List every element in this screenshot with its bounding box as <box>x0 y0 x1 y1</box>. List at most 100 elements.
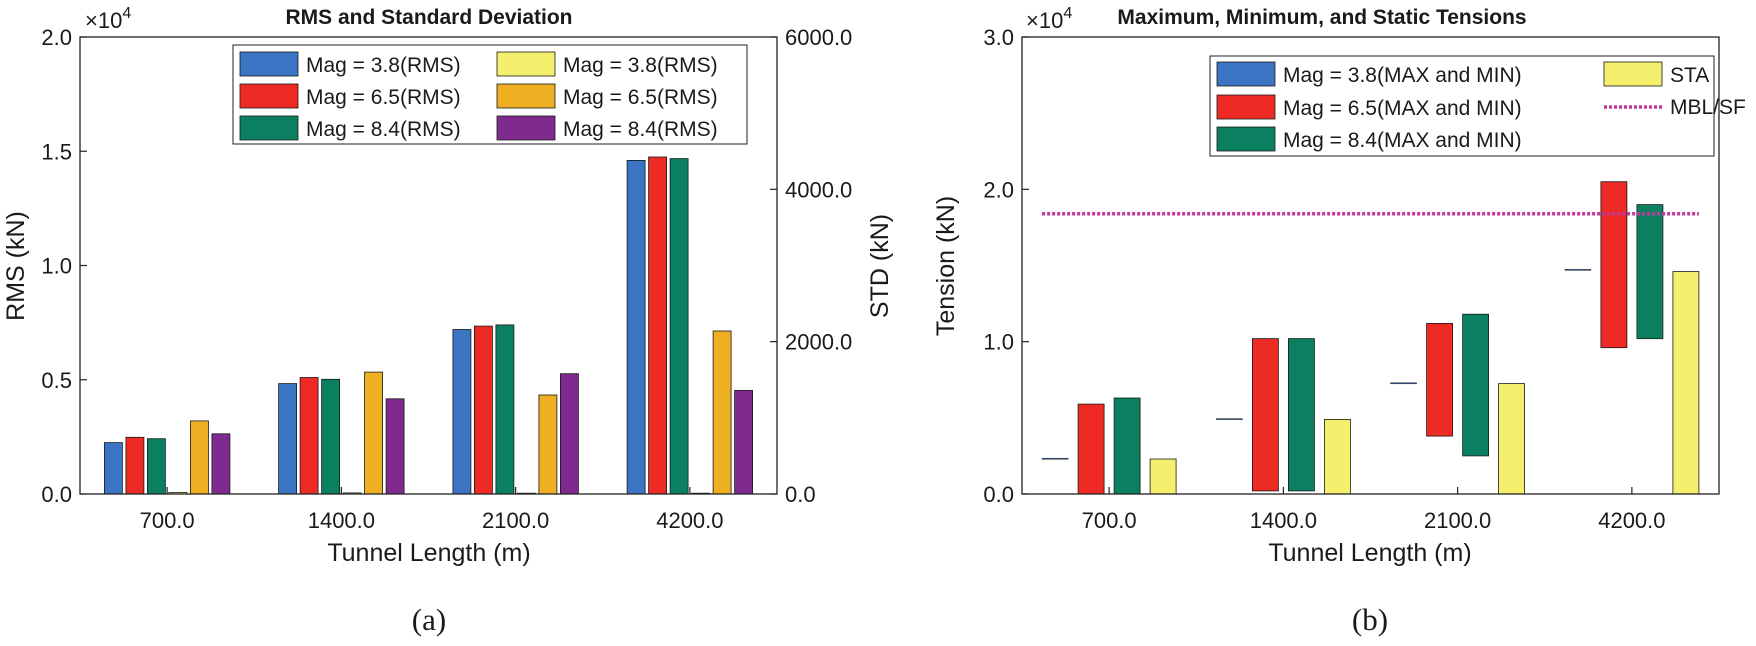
bar-b-s0-c2 <box>1390 382 1417 385</box>
chart-a: RMS and Standard Deviation ×104 0.0 0.5 1.… <box>2 5 894 637</box>
chart-b: Maximum, Minimum, and Static Tensions ×1… <box>932 5 1746 637</box>
bar-a-s4-c1 <box>364 371 384 495</box>
chart-a-xtick-label-3: 4200.0 <box>656 508 723 533</box>
chart-a-y2-ticks: 0.0 2000.0 4000.0 6000.0 <box>770 25 852 507</box>
bar-b-s2-c1 <box>1288 338 1315 492</box>
chart-a-y-exponent: ×104 <box>85 5 131 33</box>
chart-a-ytick-label-1: 0.5 <box>41 368 72 393</box>
chart-b-legend-label-mbl-sf: MBL/SF <box>1670 96 1746 119</box>
chart-b-legend: Mag = 3.8(MAX and MIN) Mag = 6.5(MAX and … <box>1209 55 1746 157</box>
chart-b-xtick-label-2: 2100.0 <box>1424 508 1491 533</box>
chart-b-legend-swatch-2 <box>1216 126 1276 152</box>
bar-b-s1-c3 <box>1600 181 1628 349</box>
chart-a-x-label: Tunnel Length (m) <box>327 539 530 567</box>
bar-b-s1-c2 <box>1426 322 1453 437</box>
chart-a-legend-label-4: Mag = 6.5(RMS) <box>563 86 718 109</box>
chart-a-legend: Mag = 3.8(RMS) Mag = 6.5(RMS) Mag = 8.4(RM… <box>232 44 748 145</box>
chart-a-y-ticks: 0.0 0.5 1.0 1.5 2.0 <box>41 25 87 507</box>
bar-b-s0-c3 <box>1564 269 1592 271</box>
chart-a-legend-box <box>232 44 748 145</box>
chart-a-legend-swatch-1 <box>239 83 299 109</box>
bar-b-s2-c0 <box>1113 397 1141 495</box>
bar-a-s1-c1 <box>299 377 319 495</box>
chart-a-y2tick-label-0: 0.0 <box>785 482 816 507</box>
chart-b-legend-swatch-3 <box>1603 61 1663 87</box>
chart-b-legend-label-3: STA <box>1670 64 1709 87</box>
chart-a-xtick-label-1: 1400.0 <box>308 508 375 533</box>
bar-b-s3-c1 <box>1324 418 1351 495</box>
chart-a-x-ticks: 700.0 1400.0 2100.0 4200.0 <box>140 487 724 533</box>
bar-a-s4-c0 <box>189 420 209 495</box>
bar-a-s1-c0 <box>125 436 145 495</box>
bar-a-s5-c0 <box>211 433 231 495</box>
chart-a-ytick-label-3: 1.5 <box>41 139 72 164</box>
chart-b-legend-label-0: Mag = 3.8(MAX and MIN) <box>1283 64 1522 87</box>
bar-b-s1-c1 <box>1252 338 1279 492</box>
chart-a-y2tick-label-1: 2000.0 <box>785 330 852 355</box>
chart-b-title: Maximum, Minimum, and Static Tensions <box>1117 6 1526 29</box>
bar-b-s2-c2 <box>1462 313 1489 457</box>
bar-a-s2-c0 <box>146 438 166 495</box>
chart-a-legend-swatch-0 <box>239 51 299 77</box>
chart-a-ytick-label-2: 1.0 <box>41 254 72 279</box>
chart-a-legend-swatch-3 <box>496 51 556 77</box>
bar-b-s3-c0 <box>1149 458 1177 495</box>
chart-b-ytick-label-0: 0.0 <box>983 482 1014 507</box>
chart-a-legend-label-2: Mag = 8.4(RMS) <box>306 118 461 141</box>
bar-a-s2-c2 <box>495 324 515 495</box>
chart-a-legend-label-1: Mag = 6.5(RMS) <box>306 86 461 109</box>
chart-a-caption: (a) <box>412 602 446 637</box>
bar-a-s1-c3 <box>648 156 667 495</box>
bar-a-s0-c2 <box>452 329 472 495</box>
chart-b-bars <box>1041 181 1700 495</box>
bar-b-s0-c1 <box>1216 418 1243 420</box>
chart-a-y2tick-label-2: 4000.0 <box>785 177 852 202</box>
bar-a-s0-c1 <box>278 383 298 495</box>
chart-a-xtick-label-2: 2100.0 <box>482 508 549 533</box>
chart-b-x-label: Tunnel Length (m) <box>1268 539 1471 567</box>
chart-a-ytick-label-0: 0.0 <box>41 482 72 507</box>
bar-a-s2-c3 <box>669 158 689 495</box>
chart-b-ytick-label-3: 3.0 <box>983 25 1014 50</box>
bar-a-s5-c1 <box>385 398 405 495</box>
bar-b-s3-c3 <box>1672 271 1700 495</box>
bar-a-s0-c0 <box>104 442 123 495</box>
chart-a-y2-label: STD (kN) <box>866 214 894 318</box>
bar-a-s4-c2 <box>538 394 558 495</box>
bar-b-s0-c0 <box>1041 457 1069 460</box>
chart-a-ytick-label-4: 2.0 <box>41 25 72 50</box>
chart-b-y-label: Tension (kN) <box>932 196 960 336</box>
chart-a-bars <box>104 156 753 495</box>
bar-b-s2-c3 <box>1636 204 1664 340</box>
chart-a-xtick-label-0: 700.0 <box>140 508 195 533</box>
chart-b-plot-frame <box>1021 36 1720 495</box>
bar-a-s1-c2 <box>473 325 493 495</box>
chart-b-legend-label-2: Mag = 8.4(MAX and MIN) <box>1283 129 1522 152</box>
bar-b-s1-c0 <box>1077 403 1105 495</box>
bar-a-s5-c3 <box>734 389 753 495</box>
chart-b-x-ticks: 700.0 1400.0 2100.0 4200.0 <box>1082 487 1666 533</box>
chart-b-xtick-label-1: 1400.0 <box>1250 508 1317 533</box>
chart-b-y-ticks: 0.0 1.0 2.0 3.0 <box>983 25 1029 507</box>
chart-b-legend-swatch-0 <box>1216 61 1276 87</box>
chart-b-legend-label-1: Mag = 6.5(MAX and MIN) <box>1283 97 1522 120</box>
chart-b-caption: (b) <box>1352 602 1388 637</box>
chart-b-ytick-label-1: 1.0 <box>983 330 1014 355</box>
bar-a-s0-c3 <box>626 159 646 495</box>
chart-a-legend-label-3: Mag = 3.8(RMS) <box>563 54 718 77</box>
chart-a-legend-swatch-4 <box>496 83 556 109</box>
chart-b-legend-swatch-1 <box>1216 94 1276 120</box>
bar-a-s4-c3 <box>712 330 732 495</box>
chart-a-y2tick-label-3: 6000.0 <box>785 25 852 50</box>
bar-b-s3-c2 <box>1498 383 1525 495</box>
chart-a-legend-swatch-2 <box>239 115 299 141</box>
chart-a-y-label: RMS (kN) <box>2 211 30 321</box>
chart-b-xtick-label-0: 700.0 <box>1082 508 1137 533</box>
chart-b-y-exponent: ×104 <box>1026 5 1072 33</box>
chart-b-xtick-label-3: 4200.0 <box>1598 508 1665 533</box>
chart-b-ytick-label-2: 2.0 <box>983 177 1014 202</box>
bar-a-s5-c2 <box>560 373 579 495</box>
chart-a-title: RMS and Standard Deviation <box>285 6 572 29</box>
chart-a-legend-swatch-5 <box>496 115 556 141</box>
